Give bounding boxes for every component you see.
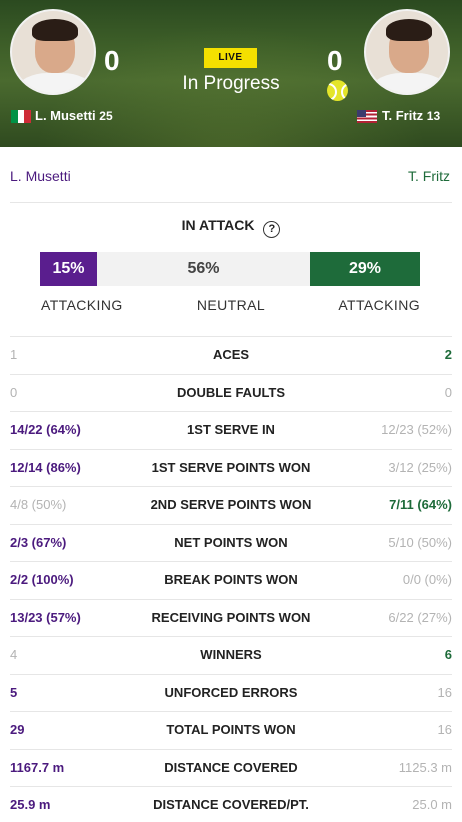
stat-label: BREAK POINTS WON [164,572,298,587]
attack-right-pct: 29% [310,252,420,286]
stat-left-value: 29 [10,722,25,737]
player-left-avatar [10,9,96,95]
in-attack-title-text: IN ATTACK [181,217,255,233]
live-badge: LIVE [204,48,257,68]
stat-label: UNFORCED ERRORS [164,684,298,700]
divider [10,711,452,712]
divider [10,598,452,600]
stat-row: DISTANCE COVERED/PT. 25.9 m 25.0 m [0,786,462,822]
player-right-seed: 13 [426,109,441,123]
in-attack-title: IN ATTACK ? [0,217,462,238]
divider [10,202,452,203]
help-icon[interactable]: ? [263,221,281,238]
stat-right-value: 0/0 (0%) [402,572,452,587]
stat-label: ACES [212,347,250,362]
divider [10,523,452,525]
stat-left-value: 4/8 (50%) [10,497,67,512]
divider [10,748,452,750]
stat-right-value: 16 [437,684,452,700]
stat-left-value: 12/14 (86%) [10,459,81,475]
serving-ball-icon [327,80,348,101]
player-left-name-text: L. Musetti [35,108,96,123]
stat-right-value: 2 [444,347,452,362]
stat-right-value: 12/23 (52%) [381,422,452,437]
stat-right-value: 25.0 m [412,797,452,812]
stat-label: DISTANCE COVERED/PT. [153,797,309,812]
stat-left-value: 2/3 (67%) [10,534,67,550]
stat-left-value: 4 [10,647,18,662]
divider [10,486,452,487]
stat-label: 1ST SERVE POINTS WON [151,459,311,475]
stat-row: DISTANCE COVERED 1167.7 m 1125.3 m [0,749,462,786]
stat-right-value: 7/11 (64%) [389,497,452,512]
player-left-seed: 25 [99,109,113,123]
divider [10,673,452,675]
stats-player-names: L. Musetti T. Fritz [0,168,462,190]
player-right-avatar [364,9,450,95]
stat-left-value: 2/2 (100%) [10,572,74,587]
stat-left-value: 1 [10,347,18,362]
stat-right-value: 3/12 (25%) [388,459,452,475]
stat-right-value: 6 [444,647,452,662]
stat-label: DOUBLE FAULTS [176,384,286,400]
stat-row: RECEIVING POINTS WON 13/23 (57%) 6/22 (27%… [0,599,462,636]
stat-row: NET POINTS WON 2/3 (67%) 5/10 (50%) [0,524,462,561]
attack-neutral-pct: 56% [187,260,220,277]
stat-label: NET POINTS WON [174,534,288,550]
in-attack-bar: 15% 56% 29% [40,252,420,286]
divider [10,411,452,412]
attack-left-pct: 15% [40,252,97,286]
attack-neutral-label: NEUTRAL [196,297,266,313]
attack-right-label: ATTACKING [338,297,420,313]
player-left-score: 0 [104,45,120,76]
attack-left-label: ATTACKING [41,297,123,313]
stat-left-value: 13/23 (57%) [10,609,81,625]
player-right-score: 0 [327,45,343,76]
divider [10,336,452,337]
stat-row: TOTAL POINTS WON 29 16 [0,711,462,748]
stat-row: UNFORCED ERRORS 5 16 [0,674,462,711]
stat-right-value: 1125.3 m [398,759,452,775]
stat-right-value: 5/10 (50%) [388,534,452,550]
stat-row: 2ND SERVE POINTS WON 4/8 (50%) 7/11 (64%) [0,486,462,523]
stat-left-value: 14/22 (64%) [10,422,81,437]
stat-label: 2ND SERVE POINTS WON [150,497,312,512]
player-right-name-text: T. Fritz [382,108,424,123]
divider [10,373,452,375]
player-right-name: T. Fritz 13 [382,108,440,123]
divider [10,636,452,637]
player-left-name: L. Musetti 25 [35,108,113,123]
match-header: 0 LIVE In Progress 0 L. Musetti 25 T. Fr… [0,0,462,147]
stat-left-value: 25.9 m [10,797,51,812]
divider [10,786,452,787]
stat-row: ACES 1 2 [0,336,462,373]
stat-row: DOUBLE FAULTS 0 0 [0,374,462,411]
stat-label: RECEIVING POINTS WON [151,609,311,625]
stat-row: 1ST SERVE IN 14/22 (64%) 12/23 (52%) [0,411,462,448]
stat-label: TOTAL POINTS WON [166,722,296,737]
divider [10,561,452,562]
usa-flag-icon [357,110,377,123]
stat-right-value: 0 [444,384,452,400]
stat-row: BREAK POINTS WON 2/2 (100%) 0/0 (0%) [0,561,462,598]
stat-label: DISTANCE COVERED [164,759,298,775]
stat-label: WINNERS [200,647,262,662]
stat-right-value: 6/22 (27%) [388,609,452,625]
stats-player-left: L. Musetti [10,168,71,184]
stat-left-value: 1167.7 m [10,759,65,775]
match-status: In Progress [182,73,280,94]
stat-right-value: 16 [437,722,452,737]
stat-left-value: 0 [10,384,18,400]
stat-label: 1ST SERVE IN [187,422,275,437]
stats-player-right: T. Fritz [408,168,450,184]
italy-flag-icon [11,110,32,123]
divider [10,448,452,450]
stat-left-value: 5 [10,684,18,700]
stat-row: 1ST SERVE POINTS WON 12/14 (86%) 3/12 (25%… [0,449,462,486]
stat-row: WINNERS 4 6 [0,636,462,673]
